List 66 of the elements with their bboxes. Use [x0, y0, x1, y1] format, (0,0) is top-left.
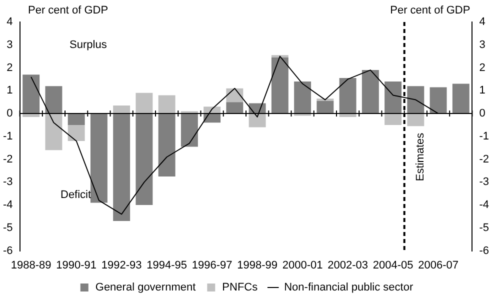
- bar: [430, 87, 447, 114]
- y-tick-label: 3: [6, 38, 13, 51]
- x-tick-label: 1988-89: [10, 259, 52, 272]
- x-tick-label: 1994-95: [146, 259, 188, 272]
- x-tick-label: 2004-05: [372, 259, 414, 272]
- bar: [158, 95, 176, 114]
- bar: [68, 124, 85, 141]
- bar: [22, 74, 40, 114]
- bar: [384, 114, 402, 125]
- bar: [294, 81, 312, 114]
- bar: [384, 81, 402, 114]
- y2-tick-label: 3: [479, 38, 486, 51]
- y-tick-label: -1: [3, 130, 13, 142]
- y-axis-title: Per cent of GDP: [28, 4, 108, 17]
- bar: [158, 114, 176, 176]
- bar: [339, 78, 356, 114]
- bar: [407, 114, 424, 126]
- bar: [180, 114, 198, 147]
- y-tick-label: 4: [6, 16, 13, 28]
- y2-axis-title: Per cent of GDP: [390, 4, 470, 17]
- y2-tick-label: -3: [479, 176, 489, 188]
- bar: [136, 114, 153, 206]
- x-tick-label: 2000-01: [282, 259, 323, 272]
- y2-tick-label: 4: [479, 16, 486, 28]
- x-tick-label: 1990-91: [56, 259, 97, 272]
- bar: [45, 114, 62, 150]
- bar: [316, 100, 334, 114]
- y-tick-label: -5: [3, 222, 13, 234]
- y-tick-label: 0: [6, 108, 13, 120]
- bar: [271, 57, 288, 114]
- ref-line-label: Estimates: [414, 132, 426, 182]
- bar: [362, 70, 379, 114]
- bar: [248, 114, 266, 128]
- y-tick-label: -2: [3, 153, 13, 166]
- y-tick-label: -4: [3, 199, 13, 212]
- bar: [68, 114, 85, 125]
- annotation: Deficit: [60, 188, 92, 201]
- legend-label: General government: [95, 282, 196, 294]
- y2-tick-label: -5: [479, 222, 489, 234]
- y-tick-label: -3: [3, 176, 13, 188]
- bar: [407, 86, 424, 114]
- y2-tick-label: -2: [479, 153, 489, 166]
- bar: [113, 106, 130, 114]
- x-tick-label: 1996-97: [192, 259, 232, 272]
- legend-label: Non-financial public sector: [284, 282, 414, 294]
- x-tick-label: 2006-07: [418, 259, 458, 272]
- bar: [226, 102, 244, 114]
- y2-tick-label: 0: [479, 108, 486, 120]
- x-tick-label: 2002-03: [328, 259, 368, 272]
- y2-tick-label: -1: [479, 130, 489, 142]
- y-tick-label: -6: [3, 244, 13, 257]
- y-tick-label: 2: [6, 62, 13, 74]
- bar: [45, 86, 62, 114]
- y2-tick-label: -6: [479, 244, 489, 257]
- bar: [90, 114, 108, 203]
- bar: [113, 114, 130, 222]
- x-tick-label: 1998-99: [237, 259, 278, 272]
- y2-tick-label: 2: [479, 62, 486, 74]
- y-tick-label: 1: [6, 84, 13, 97]
- annotation: Surplus: [70, 38, 108, 51]
- y2-tick-label: -4: [479, 199, 489, 212]
- x-tick-label: 1992-93: [101, 259, 142, 272]
- y2-tick-label: 1: [479, 84, 486, 97]
- legend-label: PNFCs: [222, 282, 258, 294]
- bar: [136, 92, 153, 114]
- bar: [452, 84, 470, 114]
